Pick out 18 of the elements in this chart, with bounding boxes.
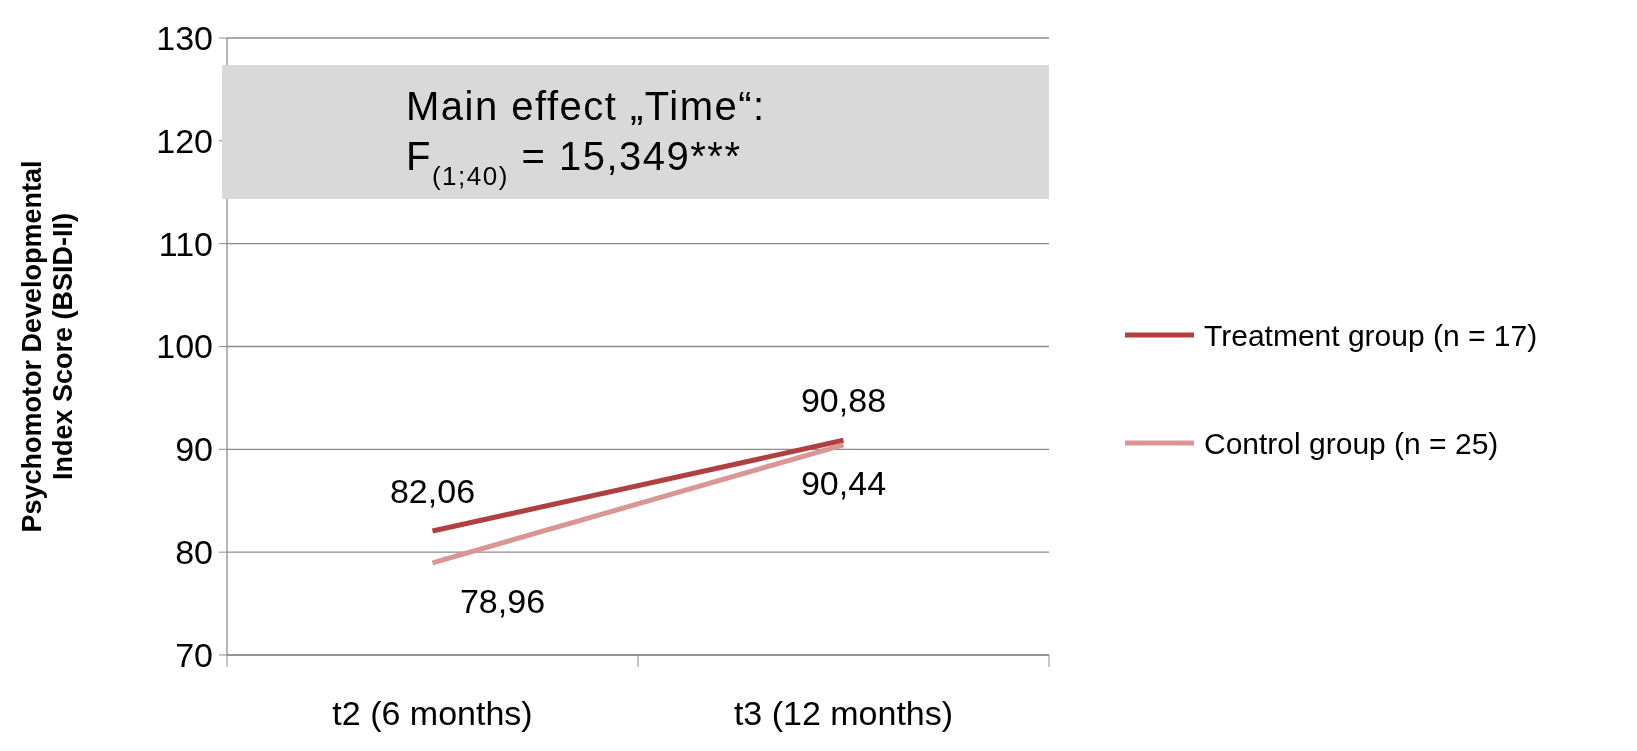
y-tick-label: 130 bbox=[156, 18, 213, 57]
y-tick-label: 70 bbox=[175, 635, 213, 674]
annotation: Main effect „Time“: bbox=[406, 84, 766, 128]
data-label: 82,06 bbox=[389, 471, 476, 510]
x-tick-label: t2 (6 months) bbox=[332, 694, 533, 732]
legend-label: Treatment group (n = 17) bbox=[1204, 318, 1538, 352]
legend-label: Control group (n = 25) bbox=[1204, 426, 1499, 460]
data-label: 90,44 bbox=[800, 463, 887, 502]
y-axis-title: Psychomotor Developmental Index Score (BSID-II) bbox=[17, 160, 79, 533]
y-tick-label: 90 bbox=[175, 430, 213, 469]
x-tick-label: t3 (12 months) bbox=[733, 694, 954, 732]
y-tick-label: 110 bbox=[158, 224, 213, 263]
annotation: F$_{(1;40)}$ = 15,349*** bbox=[406, 134, 742, 191]
data-label: 78,96 bbox=[459, 581, 546, 620]
data-label: 90,88 bbox=[800, 381, 887, 420]
y-tick-label: 100 bbox=[156, 327, 213, 366]
y-tick-label: 120 bbox=[156, 121, 213, 160]
y-tick-label: 80 bbox=[175, 533, 213, 572]
